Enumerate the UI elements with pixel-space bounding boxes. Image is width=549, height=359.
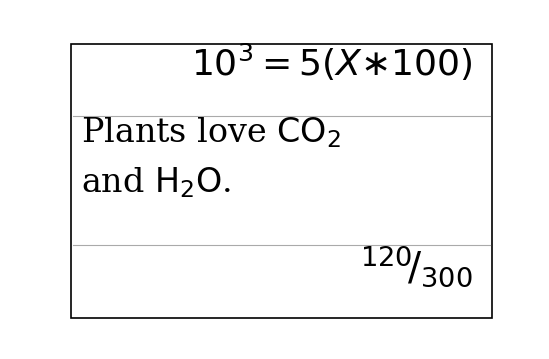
Text: Plants love $\mathrm{CO_2}$: Plants love $\mathrm{CO_2}$	[81, 116, 341, 150]
Text: $\mathit{10}^{\mathit{3}}\mathit{=5(X{\ast}100)}$: $\mathit{10}^{\mathit{3}}\mathit{=5(X{\a…	[191, 42, 473, 83]
Text: and $\mathrm{H_2O}$.: and $\mathrm{H_2O}$.	[81, 165, 232, 200]
Text: $^{120}\!/_{300}$: $^{120}\!/_{300}$	[360, 244, 473, 289]
